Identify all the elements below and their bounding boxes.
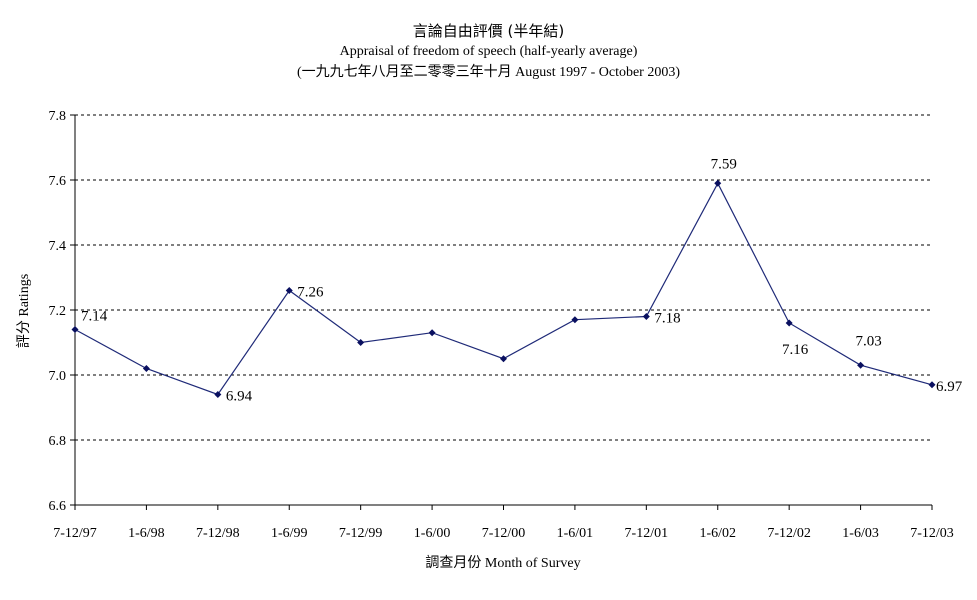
y-tick-label: 7.6 [49, 174, 67, 189]
y-tick-label: 6.6 [49, 499, 67, 514]
x-tick-label: 1-6/00 [414, 526, 451, 541]
chart-titles: 言論自由評價 (半年結) Appraisal of freedom of spe… [0, 20, 977, 84]
data-point [214, 391, 222, 398]
data-point [285, 287, 293, 294]
x-tick-label: 1-6/99 [271, 526, 308, 541]
x-tick-label: 7-12/98 [196, 526, 240, 541]
x-tick-label: 7-12/02 [767, 526, 811, 541]
y-tick-label: 7.0 [49, 369, 67, 384]
data-point [142, 365, 150, 372]
data-point [500, 355, 507, 363]
x-tick-label: 7-12/03 [910, 526, 954, 541]
data-label: 7.18 [654, 311, 680, 327]
data-point [928, 381, 936, 389]
x-tick-label: 7-12/99 [339, 526, 383, 541]
data-point [571, 316, 579, 324]
y-tick-label: 6.8 [49, 434, 67, 449]
x-tick-label: 1-6/98 [128, 526, 165, 541]
data-point [357, 339, 365, 346]
data-labels: 7.14 6.94 7.26 7.18 7.59 7.16 7.03 6.97 [81, 156, 963, 404]
data-label: 7.59 [711, 156, 737, 172]
y-tick-label: 7.2 [49, 304, 67, 319]
series-ratings [71, 179, 936, 398]
x-tick-label: 1-6/02 [699, 526, 736, 541]
data-label: 6.97 [936, 379, 963, 395]
y-tick-label: 7.4 [49, 239, 67, 254]
data-point [714, 179, 722, 187]
y-tick-label: 7.8 [49, 109, 67, 124]
x-tick-label: 7-12/01 [625, 526, 669, 541]
x-tick-label: 1-6/03 [842, 526, 879, 541]
chart-subtitle: Appraisal of freedom of speech (half-yea… [339, 44, 638, 59]
data-label: 7.26 [297, 285, 324, 301]
chart-title: 言論自由評價 (半年結) [412, 22, 565, 40]
x-tick-label: 7-12/00 [482, 526, 526, 541]
x-axis-label: 調查月份 Month of Survey [425, 555, 580, 571]
data-point [71, 326, 79, 333]
data-point [428, 329, 436, 337]
x-tick-label: 1-6/01 [557, 526, 594, 541]
data-label: 6.94 [226, 389, 253, 405]
gridlines [75, 114, 932, 441]
data-point [642, 313, 650, 320]
y-tick-labels: 6.6 6.8 7.0 7.2 7.4 7.6 7.8 [49, 109, 67, 514]
axes [70, 114, 933, 510]
chart-subtitle-2: (一九九七年八月至二零零三年十月 August 1997 - October 2… [296, 65, 681, 80]
data-label: 7.16 [782, 342, 809, 358]
data-label: 7.14 [81, 309, 108, 325]
y-axis-label: 評分 Ratings [16, 274, 32, 348]
data-point [785, 319, 793, 327]
series-line [74, 182, 933, 396]
x-tick-labels: 7-12/97 1-6/98 7-12/98 1-6/99 7-12/99 1-6/00 7… [53, 526, 954, 541]
data-point [857, 361, 865, 369]
data-label: 7.03 [855, 333, 881, 349]
x-tick-label: 7-12/97 [53, 526, 97, 541]
